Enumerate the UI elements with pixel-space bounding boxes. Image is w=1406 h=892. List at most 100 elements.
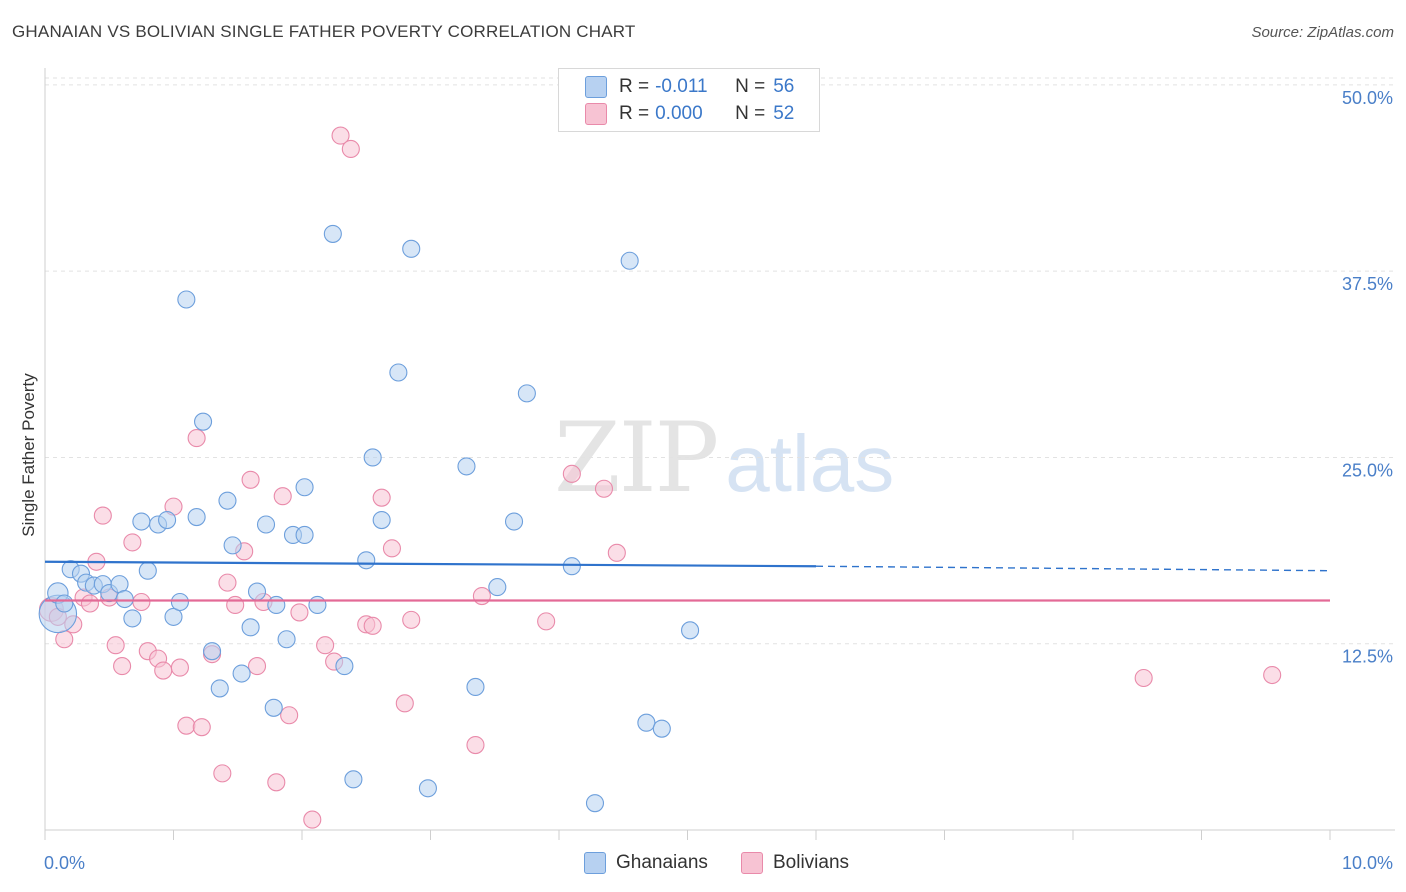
ghanaian-point — [295, 478, 314, 497]
ghanaian-point — [218, 491, 237, 510]
ghanaian-trend-line — [44, 560, 817, 568]
ghanaian-point — [203, 642, 222, 661]
bolivian-point — [273, 487, 292, 506]
bolivian-point — [106, 636, 125, 655]
x-tick-label: 0.0% — [44, 853, 85, 873]
ghanaian-point — [517, 384, 536, 403]
legend-label-bolivians: Bolivians — [773, 852, 850, 873]
ghanaian-point — [357, 551, 376, 570]
ghanaian-point — [335, 657, 354, 676]
legend-n-label: N = — [735, 76, 766, 97]
y-tick-label: 25.0% — [1342, 460, 1393, 480]
bolivian-point — [395, 694, 414, 713]
legend-r-label: R = — [619, 76, 650, 97]
ghanaian-point — [187, 508, 206, 527]
bolivian-point — [316, 636, 335, 655]
watermark-atlas: atlas — [725, 419, 895, 508]
chart-title: GHANAIAN VS BOLIVIAN SINGLE FATHER POVER… — [12, 22, 636, 41]
ghanaian-point — [158, 510, 177, 530]
bolivian-point — [132, 592, 151, 612]
ghanaian-point — [223, 536, 242, 555]
bolivian-point — [303, 810, 322, 829]
legend-r-label: R = — [619, 103, 650, 124]
series-legend: Ghanaians Bolivians — [0, 852, 1406, 876]
bolivian-point — [607, 543, 626, 562]
bolivian-point — [562, 464, 581, 483]
bolivian-point — [290, 603, 309, 622]
bolivian-point — [170, 658, 189, 677]
ghanaian-point — [264, 698, 283, 717]
ghanaian-point — [389, 363, 408, 382]
ghanaian-point — [132, 512, 151, 531]
bolivian-point — [372, 488, 391, 507]
ghanaian-point — [637, 713, 656, 732]
legend-item-ghanaians[interactable]: Ghanaians — [584, 852, 708, 874]
ghanaian-point — [562, 557, 581, 576]
bolivian-point — [1263, 665, 1282, 685]
ghanaian-point — [418, 779, 437, 798]
bolivian-point — [331, 126, 350, 145]
y-tick-label: 12.5% — [1342, 647, 1393, 667]
legend-item-bolivians[interactable]: Bolivians — [741, 852, 849, 874]
ghanaian-point — [170, 592, 189, 612]
bolivian-point — [537, 612, 556, 631]
bolivian-point — [280, 706, 299, 725]
legend-swatch-blue — [584, 852, 606, 874]
ghanaian-point — [585, 794, 605, 813]
ghanaian-point — [247, 582, 267, 601]
bolivian-point — [1134, 668, 1153, 688]
ghanaian-point — [620, 251, 639, 270]
bolivian-point — [363, 616, 382, 635]
watermark-zip: ZIP — [554, 402, 719, 514]
legend-swatch-blue — [585, 76, 607, 98]
ghanaian-point — [466, 677, 485, 696]
legend-swatch-pink — [741, 852, 763, 874]
ghanaian-point — [241, 618, 260, 637]
ghanaian-point — [323, 224, 342, 243]
legend-swatch-pink — [585, 103, 607, 125]
axes — [44, 68, 1395, 840]
ghanaian-point — [123, 609, 142, 628]
bolivian-point — [402, 610, 421, 629]
bolivian-point — [341, 139, 360, 159]
legend-r-value: -0.011 — [655, 76, 708, 97]
bolivian-point — [594, 479, 614, 498]
ghanaian-point — [194, 412, 213, 431]
bolivian-point — [154, 661, 173, 680]
ghanaian-point — [488, 578, 507, 597]
bolivian-point — [123, 533, 142, 552]
y-tick-label: 50.0% — [1342, 88, 1393, 108]
legend-label-ghanaians: Ghanaians — [616, 852, 708, 873]
data-points — [38, 126, 1282, 829]
ghanaian-point — [308, 595, 327, 615]
ghanaian-point — [55, 594, 74, 613]
bolivian-point — [55, 630, 74, 649]
ghanaian-point — [457, 457, 476, 476]
legend-row-ghanaians: R = -0.011 N = 56 — [559, 74, 794, 100]
ghanaian-point — [115, 589, 134, 609]
bolivian-point — [113, 657, 132, 676]
bolivian-point — [187, 429, 206, 448]
bolivian-point — [93, 506, 112, 525]
source-credit: Source: ZipAtlas.com — [1251, 24, 1394, 41]
bolivian-point — [472, 586, 491, 606]
legend-n-label: N = — [735, 103, 766, 124]
legend-n-value: 52 — [773, 103, 795, 124]
ghanaian-point — [267, 595, 286, 615]
ghanaian-point — [138, 561, 157, 580]
watermark: ZIP atlas — [554, 402, 894, 514]
y-axis-label: Single Father Poverty — [19, 373, 38, 537]
ghanaian-point — [295, 525, 314, 544]
ghanaian-point — [504, 512, 524, 531]
ghanaian-trend-extension — [815, 565, 1331, 572]
ghanaian-point — [256, 515, 276, 534]
ghanaian-point — [177, 290, 196, 309]
bolivian-point — [192, 718, 211, 737]
ghanaian-point — [372, 510, 391, 530]
bolivian-point — [247, 657, 267, 676]
ghanaian-point — [681, 621, 700, 640]
ghanaian-point — [232, 664, 251, 683]
bolivian-point — [267, 773, 286, 792]
bolivian-point — [226, 595, 245, 615]
